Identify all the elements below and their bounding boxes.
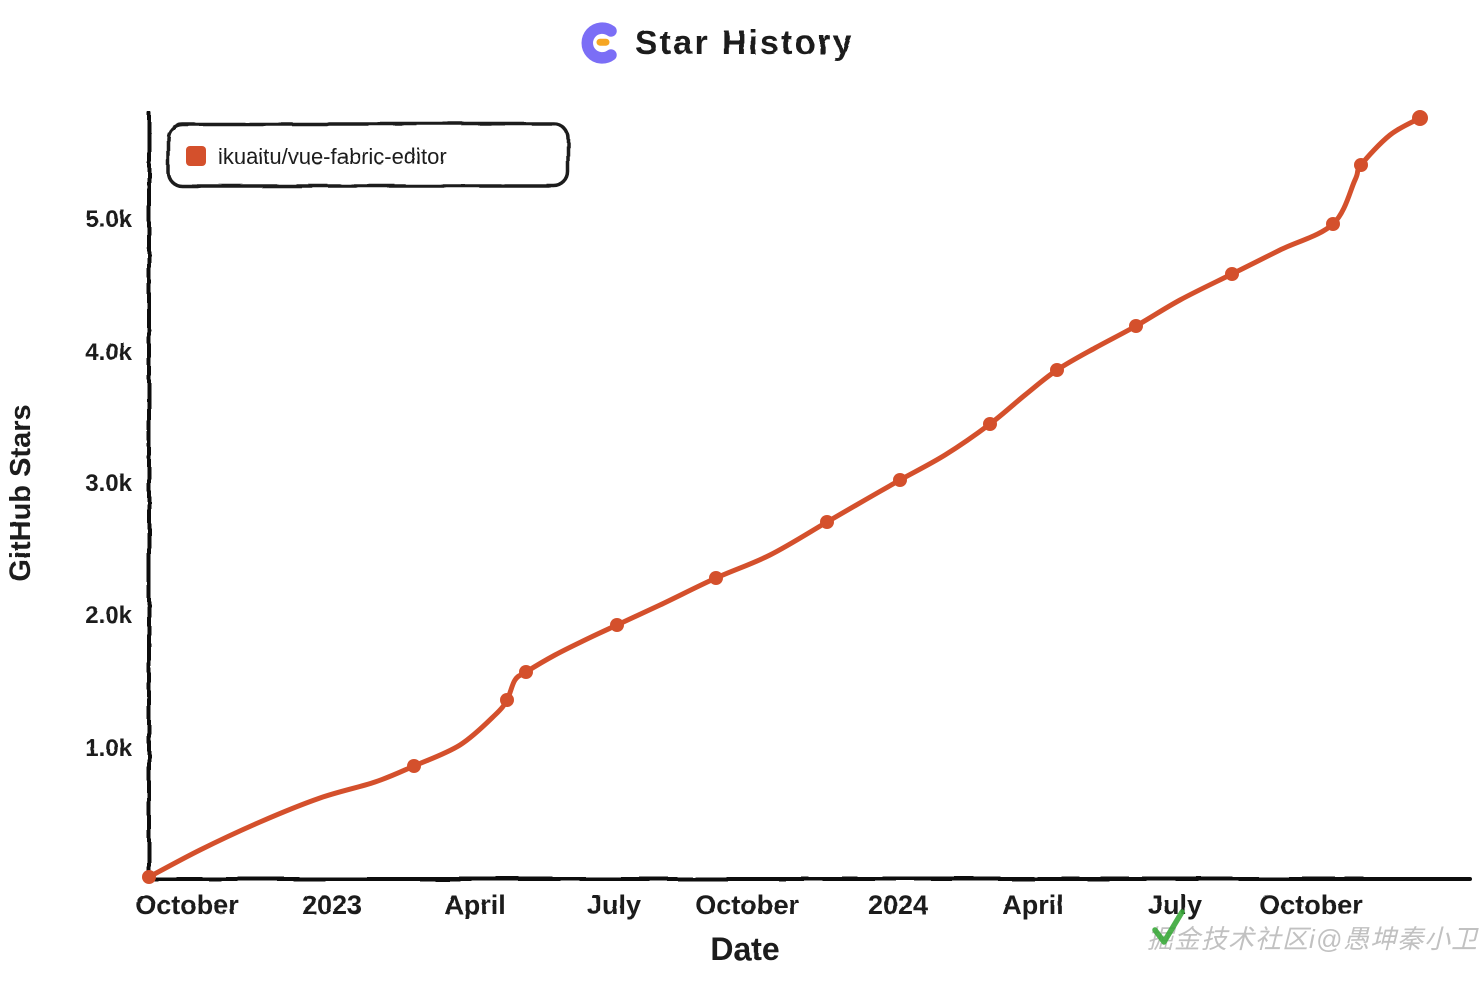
svg-text:5.0k: 5.0k	[85, 206, 132, 233]
svg-text:2.0k: 2.0k	[85, 602, 132, 629]
svg-text:掘金技术社区i@愚坤秦小卫: 掘金技术社区i@愚坤秦小卫	[1147, 924, 1479, 954]
svg-text:July: July	[587, 890, 641, 920]
svg-text:October: October	[135, 890, 239, 920]
svg-text:GitHub Stars: GitHub Stars	[5, 404, 37, 581]
svg-text:April: April	[1002, 890, 1064, 920]
svg-text:ikuaitu/vue-fabric-editor: ikuaitu/vue-fabric-editor	[218, 144, 447, 169]
svg-text:4.0k: 4.0k	[85, 339, 132, 366]
svg-text:April: April	[444, 890, 506, 920]
svg-text:3.0k: 3.0k	[85, 470, 132, 497]
svg-text:Star History: Star History	[635, 24, 854, 62]
svg-text:2024: 2024	[868, 890, 928, 920]
svg-text:1.0k: 1.0k	[85, 735, 132, 762]
svg-text:October: October	[695, 890, 799, 920]
svg-text:July: July	[1148, 890, 1202, 920]
svg-text:Date: Date	[710, 931, 779, 967]
svg-text:2023: 2023	[302, 890, 362, 920]
svg-text:October: October	[1259, 890, 1363, 920]
